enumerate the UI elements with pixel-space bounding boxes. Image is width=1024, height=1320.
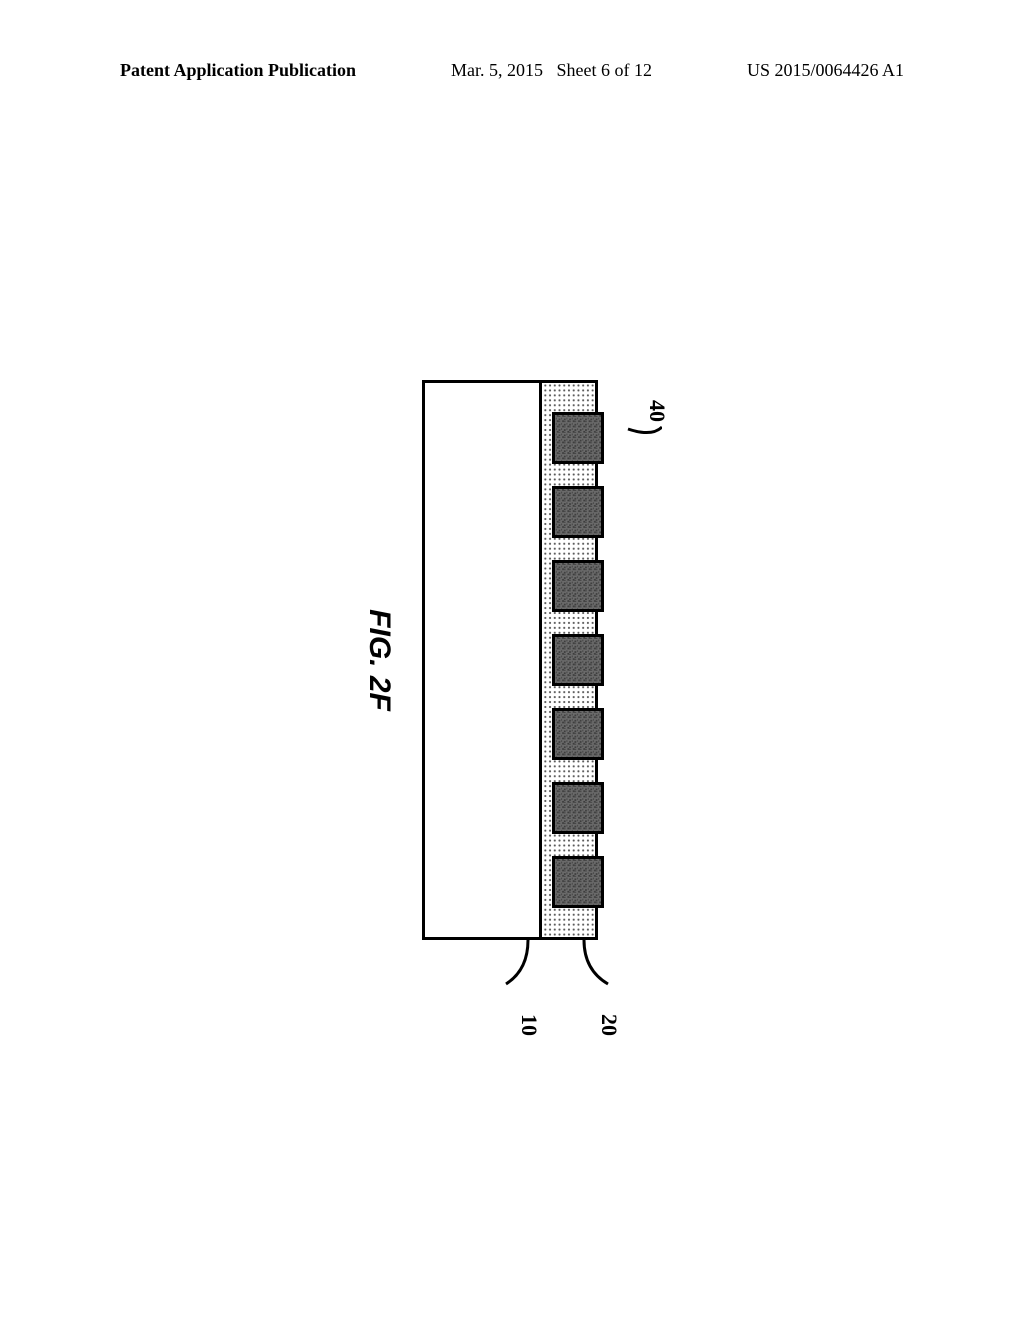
page-header: Patent Application Publication Mar. 5, 2… [0, 60, 1024, 81]
block-1 [552, 412, 604, 464]
lead-line-20 [582, 940, 612, 1000]
figure-2f: 40 20 10 FIG. 2F [362, 380, 662, 940]
blocks-row [552, 380, 604, 940]
block-5 [552, 708, 604, 760]
lead-line-10 [502, 940, 532, 1000]
figure-inner: 40 20 10 FIG. 2F [362, 380, 662, 940]
block-3 [552, 560, 604, 612]
block-2 [552, 486, 604, 538]
label-20: 20 [596, 1014, 622, 1036]
label-10: 10 [516, 1014, 542, 1036]
header-date: Mar. 5, 2015 [451, 60, 543, 80]
block-4 [552, 634, 604, 686]
header-date-sheet: Mar. 5, 2015 Sheet 6 of 12 [451, 60, 652, 81]
figure-caption: FIG. 2F [362, 609, 396, 711]
header-pubnum: US 2015/0064426 A1 [747, 60, 904, 81]
substrate-layer [422, 380, 542, 940]
block-7 [552, 856, 604, 908]
label-40: 40 [644, 400, 670, 422]
block-6 [552, 782, 604, 834]
header-publication: Patent Application Publication [120, 60, 356, 81]
header-sheet: Sheet 6 of 12 [557, 60, 652, 80]
